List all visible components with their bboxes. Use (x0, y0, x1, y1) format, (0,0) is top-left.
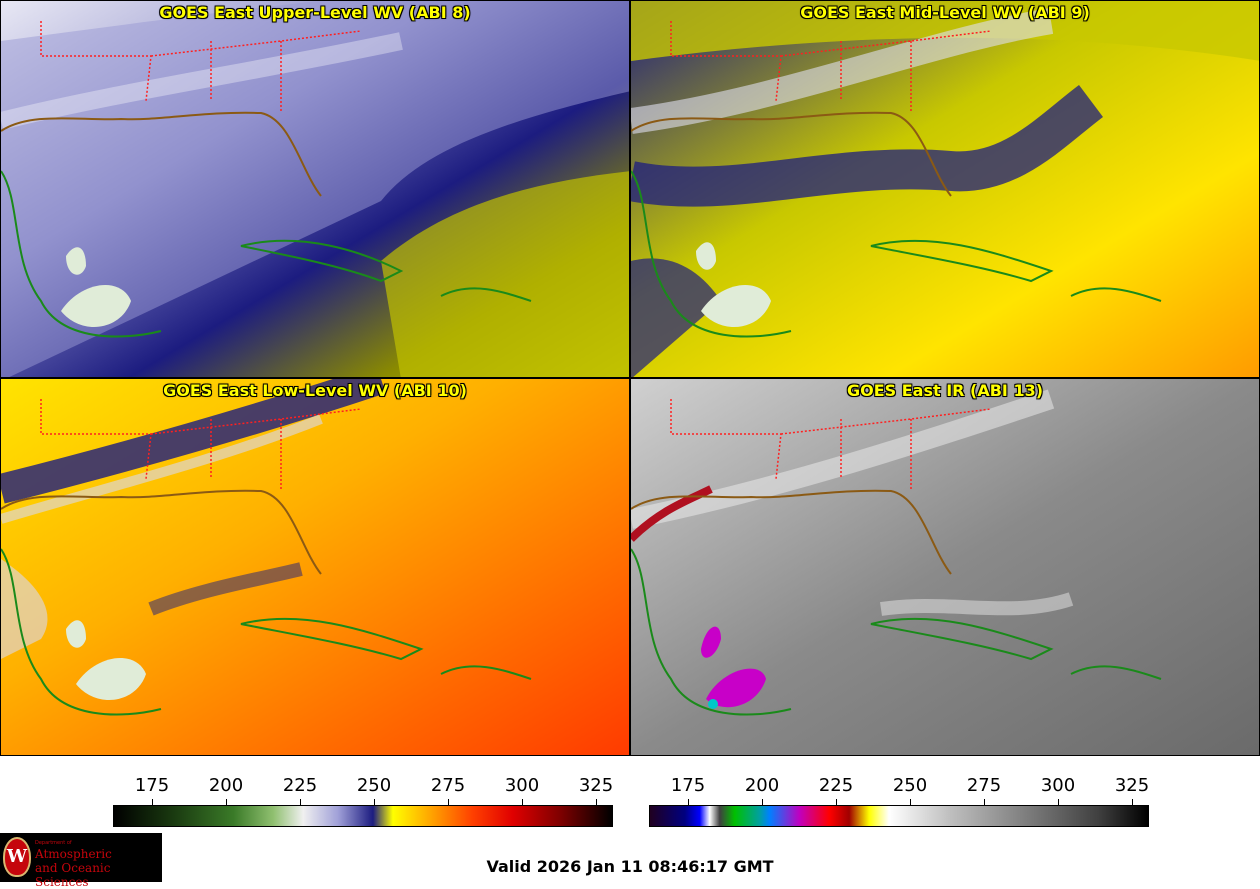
mid-level-wv-image (631, 1, 1259, 377)
logo-line2: and Oceanic Sciences (35, 861, 111, 889)
logo-line1: Atmospheric (35, 847, 112, 861)
wv-tick-label: 250 (356, 775, 392, 796)
wv-tick-mark (300, 799, 301, 805)
wv-tick-label: 225 (282, 775, 318, 796)
wv-tick-mark (226, 799, 227, 805)
ir-image (631, 379, 1259, 755)
wv-tick-mark (522, 799, 523, 805)
wv-tick-label: 325 (578, 775, 614, 796)
ir-tick-mark (1058, 799, 1059, 805)
ir-tick-label: 175 (670, 775, 706, 796)
ir-tick-mark (688, 799, 689, 805)
low-level-wv-image (1, 379, 629, 755)
wv-tick-label: 275 (430, 775, 466, 796)
low-level-wv-panel: GOES East Low-Level WV (ABI 10) (0, 378, 630, 756)
wv-tick-mark (448, 799, 449, 805)
ir-tick-mark (910, 799, 911, 805)
ir-panel: GOES East IR (ABI 13) (630, 378, 1260, 756)
ir-tick-label: 200 (744, 775, 780, 796)
wv-tick-label: 175 (134, 775, 170, 796)
ir-tick-mark (1132, 799, 1133, 805)
mid-level-wv-panel: GOES East Mid-Level WV (ABI 9) (630, 0, 1260, 378)
wv-tick-label: 300 (504, 775, 540, 796)
ir-tick-mark (762, 799, 763, 805)
wv-tick-mark (374, 799, 375, 805)
ir-tick-mark (836, 799, 837, 805)
upper-level-wv-panel: GOES East Upper-Level WV (ABI 8) (0, 0, 630, 378)
valid-time: Valid 2026 Jan 11 08:46:17 GMT (486, 857, 774, 876)
uw-seal-icon: W (3, 837, 31, 877)
ir-tick-label: 225 (818, 775, 854, 796)
ir-tick-label: 300 (1040, 775, 1076, 796)
ir-colorbar-ticks: 175 200 225 250 275 300 325 (649, 775, 1150, 805)
ir-tick-label: 250 (892, 775, 928, 796)
ir-colorbar (649, 805, 1149, 827)
wv-colorbar (113, 805, 613, 827)
wv-tick-mark (596, 799, 597, 805)
wv-tick-mark (152, 799, 153, 805)
ir-tick-mark (984, 799, 985, 805)
ir-tick-label: 275 (966, 775, 1002, 796)
logo-dept-label: Department of (35, 840, 72, 846)
mid-level-wv-title: GOES East Mid-Level WV (ABI 9) (800, 3, 1090, 22)
aos-logo: W Department of Atmospheric and Oceanic … (0, 833, 162, 889)
low-level-wv-title: GOES East Low-Level WV (ABI 10) (163, 381, 467, 400)
wv-tick-label: 200 (208, 775, 244, 796)
ir-title: GOES East IR (ABI 13) (846, 381, 1044, 400)
upper-level-wv-image (1, 1, 629, 377)
upper-level-wv-title: GOES East Upper-Level WV (ABI 8) (159, 3, 471, 22)
wv-colorbar-ticks: 175 200 225 250 275 300 325 (113, 775, 614, 805)
ir-tick-label: 325 (1114, 775, 1150, 796)
